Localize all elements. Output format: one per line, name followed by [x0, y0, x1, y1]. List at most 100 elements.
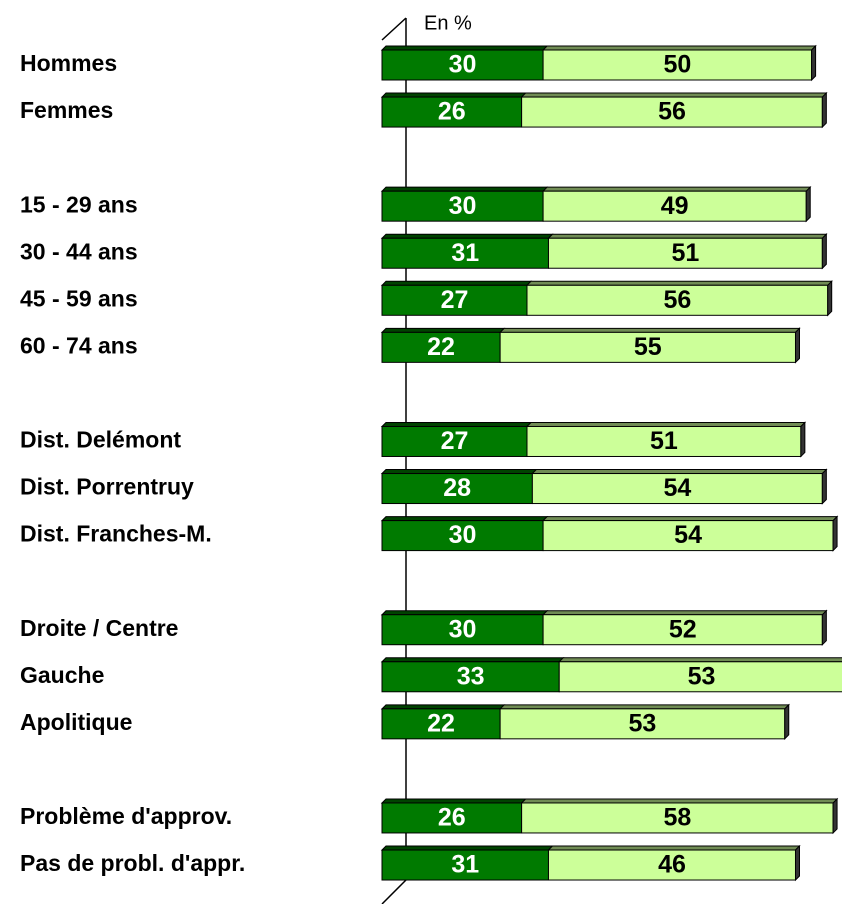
value-label: 27	[441, 427, 469, 455]
value-label: 55	[634, 333, 662, 361]
category-label: Gauche	[20, 662, 104, 688]
category-label: Dist. Franches-M.	[20, 521, 212, 547]
value-label: 30	[449, 51, 477, 79]
category-label: Femmes	[20, 97, 113, 123]
bar-top	[498, 327, 801, 333]
bar-top	[380, 469, 538, 475]
category-label: 30 - 44 ans	[20, 238, 138, 264]
bar-side	[821, 91, 827, 129]
bar-side	[784, 703, 790, 741]
value-label: 46	[658, 851, 686, 879]
bar-top	[380, 92, 527, 98]
bar	[558, 661, 842, 693]
value-label: 53	[688, 662, 716, 690]
bar-top	[541, 186, 812, 192]
bar-side	[827, 280, 833, 317]
value-label: 56	[658, 98, 686, 126]
bar-top	[380, 845, 554, 851]
bar-top	[380, 798, 527, 804]
bar	[381, 96, 523, 128]
value-label: 31	[451, 851, 479, 879]
category-label: Hommes	[20, 50, 117, 76]
category-label: Pas de probl. d'appr.	[20, 850, 245, 876]
bar-side	[800, 421, 806, 458]
value-label: 31	[451, 239, 479, 267]
bar-side	[832, 797, 838, 835]
bar	[381, 331, 501, 363]
category-label: 45 - 59 ans	[20, 285, 138, 311]
value-label: 52	[669, 615, 697, 643]
bar	[542, 190, 807, 222]
bar	[531, 473, 823, 505]
bar	[526, 425, 802, 457]
value-label: 56	[663, 286, 691, 314]
value-label: 27	[441, 286, 469, 314]
value-label: 51	[671, 239, 699, 267]
axis-label: En %	[424, 12, 472, 34]
value-label: 30	[449, 521, 477, 549]
bar-side	[821, 468, 827, 505]
bar	[381, 614, 544, 646]
value-label: 51	[650, 427, 678, 455]
bar-top	[547, 845, 801, 851]
bar-side	[794, 844, 800, 882]
bar	[381, 473, 533, 505]
bar-top	[380, 704, 506, 710]
bar-side	[832, 515, 838, 552]
bar-top	[541, 610, 828, 616]
bar	[499, 708, 786, 740]
value-label: 30	[449, 615, 477, 643]
value-label: 58	[663, 804, 691, 832]
bar-top	[380, 421, 533, 427]
bar-top	[541, 45, 817, 51]
bar	[542, 49, 813, 81]
bar-side	[794, 327, 800, 364]
value-label: 28	[443, 474, 471, 502]
bar-top	[547, 233, 828, 239]
bar-top	[531, 469, 828, 475]
category-label: Dist. Porrentruy	[20, 474, 194, 500]
axis-top	[381, 17, 407, 41]
bar-side	[821, 233, 827, 270]
category-label: 60 - 74 ans	[20, 332, 138, 358]
value-label: 22	[427, 709, 455, 737]
value-label: 54	[663, 474, 691, 502]
bar-top	[380, 45, 549, 51]
axis-bottom	[381, 879, 407, 904]
value-label: 30	[449, 192, 477, 220]
bar-top	[380, 327, 506, 333]
bar-top	[380, 280, 533, 286]
bar	[381, 708, 501, 740]
value-label: 33	[457, 662, 485, 690]
bar-top	[380, 657, 565, 663]
bar-top	[558, 657, 842, 663]
bar	[381, 425, 528, 457]
bar-top	[380, 516, 549, 522]
category-label: Dist. Delémont	[20, 427, 181, 453]
bar-top	[525, 280, 833, 286]
category-label: Apolitique	[20, 709, 132, 735]
value-label: 53	[629, 709, 657, 737]
bar-top	[380, 233, 554, 239]
value-label: 22	[427, 333, 455, 361]
value-label: 26	[438, 804, 466, 832]
bar-top	[541, 516, 839, 522]
bar	[521, 802, 834, 834]
bar	[381, 849, 549, 881]
bar-top	[498, 704, 790, 710]
bar	[542, 614, 823, 646]
bar-top	[520, 798, 839, 804]
category-label: 15 - 29 ans	[20, 191, 138, 217]
bar	[381, 802, 523, 834]
value-label: 50	[663, 51, 691, 79]
bar	[381, 520, 544, 552]
bar-side	[811, 44, 817, 82]
value-label: 49	[661, 192, 689, 220]
bar	[381, 284, 528, 316]
bar-side	[821, 609, 827, 646]
bar-top	[520, 92, 828, 98]
category-label: Problème d'approv.	[20, 803, 232, 829]
bar	[526, 284, 829, 316]
category-label: Droite / Centre	[20, 615, 178, 641]
